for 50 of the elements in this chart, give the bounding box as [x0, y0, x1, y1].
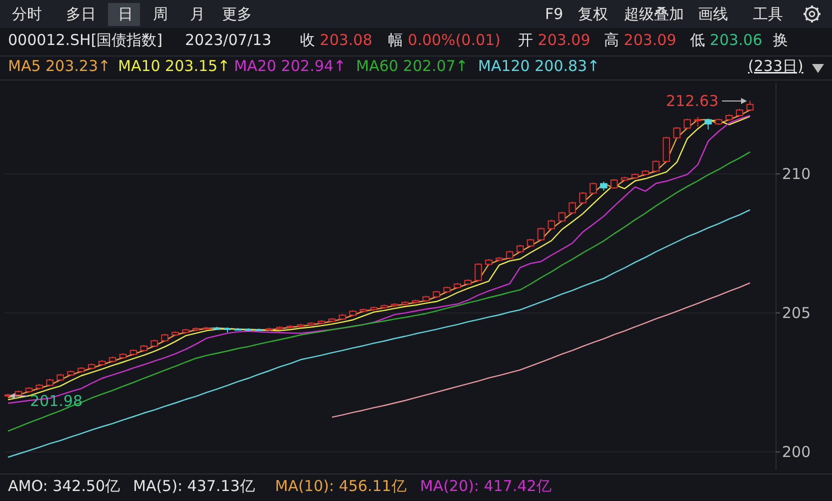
candlestick — [684, 118, 691, 130]
candlestick — [673, 126, 680, 140]
y-tick-label: 210 — [782, 165, 811, 184]
text: 分时 — [12, 5, 42, 23]
text: 周 — [153, 5, 168, 23]
candlestick — [652, 160, 660, 173]
text: 高 203.09 — [604, 31, 676, 49]
text: MA20 202.94↑ — [234, 57, 346, 75]
text: 复权 — [578, 5, 608, 23]
text: 换 — [773, 31, 788, 49]
text: 低 203.06 — [690, 31, 762, 49]
text: AMO: 342.50亿 — [8, 477, 120, 495]
text: MA(20): 417.42亿 — [420, 477, 552, 495]
text: 收 203.08 — [300, 31, 372, 49]
candlestick — [558, 211, 566, 223]
candlestick — [704, 118, 712, 130]
candlestick — [590, 182, 597, 195]
line-series — [7, 209, 751, 458]
text: 工具 — [753, 5, 783, 23]
text: MA(10): 456.11亿 — [275, 477, 406, 495]
text: 更多 — [222, 5, 252, 23]
y-tick-label: 205 — [782, 304, 811, 322]
text: MA5 203.23↑ — [8, 57, 111, 75]
text: 开 203.09 — [518, 31, 590, 49]
text: MA60 202.07↑ — [356, 57, 468, 75]
text: 2023/07/13 — [185, 31, 272, 49]
text: (233日) — [748, 57, 804, 75]
annotation: 212.63 — [666, 92, 718, 110]
candlestick — [548, 219, 556, 230]
chart-title: 000012.SH[国债指数] — [8, 31, 163, 49]
candlestick — [537, 227, 545, 242]
text: 幅 0.00%(0.01) — [388, 31, 501, 49]
candlestick — [474, 262, 482, 282]
text: 超级叠加 — [624, 5, 684, 23]
text: 多日 — [66, 5, 96, 23]
line-series — [7, 151, 751, 432]
candlestick — [579, 191, 586, 204]
text: MA10 203.15↑ — [118, 57, 230, 75]
text: 日 — [118, 5, 133, 23]
text: MA120 200.83↑ — [478, 57, 600, 75]
candlestick — [694, 116, 702, 128]
text: F9 — [545, 5, 564, 23]
y-tick-label: 200 — [782, 443, 811, 462]
candlestick — [568, 201, 576, 214]
candlestick — [662, 136, 670, 164]
candlestick — [610, 178, 618, 190]
text: MA(5): 437.13亿 — [133, 477, 255, 495]
line-series — [331, 282, 751, 418]
text: 月 — [190, 5, 205, 23]
text: 画线 — [698, 5, 728, 23]
